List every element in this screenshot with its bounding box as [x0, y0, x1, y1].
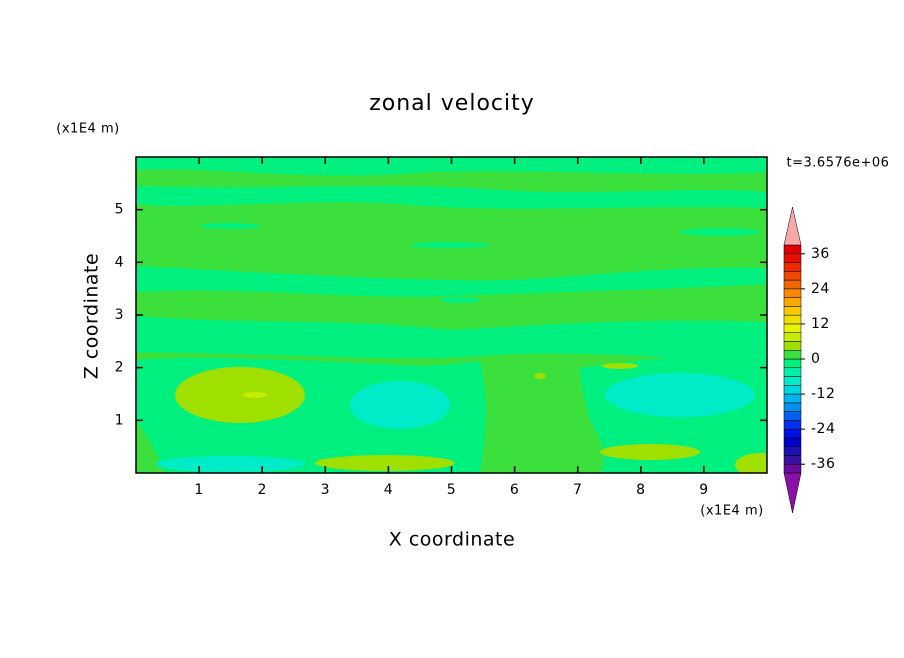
region: [600, 444, 700, 460]
region: [315, 455, 455, 471]
x-tick-label: 2: [257, 482, 266, 498]
colorbar-box: [783, 306, 802, 316]
colorbar-box: [783, 288, 802, 298]
colorbar-box: [783, 314, 802, 325]
x-axis-label: X coordinate: [389, 529, 515, 551]
colorbar-box: [783, 420, 802, 430]
colorbar-tick-label: 0: [811, 351, 820, 367]
y-tick-label: 4: [115, 254, 124, 270]
colorbar-box: [783, 323, 802, 333]
y-tick-label: 1: [115, 412, 124, 428]
colorbar-box: [783, 341, 802, 351]
region: [735, 453, 767, 473]
x-tick-label: 8: [636, 482, 645, 498]
colorbar-box: [783, 332, 802, 342]
colorbar-box: [783, 455, 802, 465]
colorbar-box: [783, 349, 802, 360]
y-tick-label: 3: [115, 307, 124, 323]
colorbar-box: [783, 428, 802, 439]
colorbar-box: [783, 244, 802, 255]
region: [605, 373, 755, 417]
x-tick-label: 9: [699, 482, 708, 498]
x-unit: (x1E4 m): [700, 504, 763, 519]
colorbar-tick-label: 12: [811, 316, 830, 332]
colorbar-tick-label: 36: [811, 246, 830, 262]
region: [175, 367, 305, 423]
region: [200, 223, 260, 229]
colorbar-over: [783, 206, 802, 246]
region: [136, 316, 767, 362]
chart-title: zonal velocity: [369, 91, 535, 116]
region: [136, 157, 767, 176]
colorbar-box: [783, 253, 802, 263]
region: [155, 456, 305, 472]
colorbar-box: [783, 411, 802, 421]
x-tick-label: 4: [384, 482, 393, 498]
region: [602, 363, 638, 369]
region: [680, 228, 760, 236]
colorbar-box: [783, 463, 802, 474]
region: [410, 242, 490, 248]
x-tick-label: 7: [573, 482, 582, 498]
colorbar-box: [783, 437, 802, 447]
region: [440, 297, 480, 303]
colorbar-box: [783, 446, 802, 456]
y-tick-label: 2: [115, 360, 124, 376]
x-tick-label: 5: [447, 482, 456, 498]
colorbar-under: [783, 472, 802, 514]
colorbar-tick-label: -12: [811, 386, 835, 402]
colorbar-box: [783, 367, 802, 377]
y-axis-label: Z coordinate: [81, 253, 103, 379]
colorbar-tick-label: -24: [811, 421, 835, 437]
colorbar-tick-label: 24: [811, 281, 830, 297]
contour-field: [136, 157, 767, 473]
y-unit: (x1E4 m): [56, 122, 119, 137]
colorbar-box: [783, 279, 802, 290]
colorbar-box: [783, 393, 802, 404]
region: [136, 266, 767, 297]
colorbar-box: [783, 358, 802, 369]
colorbar-box: [783, 376, 802, 386]
annotation: t=3.6576e+06: [787, 156, 890, 171]
region: [350, 381, 450, 429]
colorbar-box: [783, 271, 802, 281]
x-tick-label: 6: [510, 482, 519, 498]
colorbar-box: [783, 402, 802, 412]
colorbar-box: [783, 297, 802, 307]
x-tick-label: 3: [321, 482, 330, 498]
y-tick-label: 5: [115, 202, 124, 218]
region: [136, 420, 165, 473]
region: [534, 373, 546, 379]
colorbar-tick-label: -36: [811, 456, 835, 472]
region: [243, 392, 267, 398]
colorbar-box: [783, 262, 802, 272]
colorbar-box: [783, 385, 802, 395]
region: [136, 186, 767, 209]
x-tick-label: 1: [194, 482, 203, 498]
